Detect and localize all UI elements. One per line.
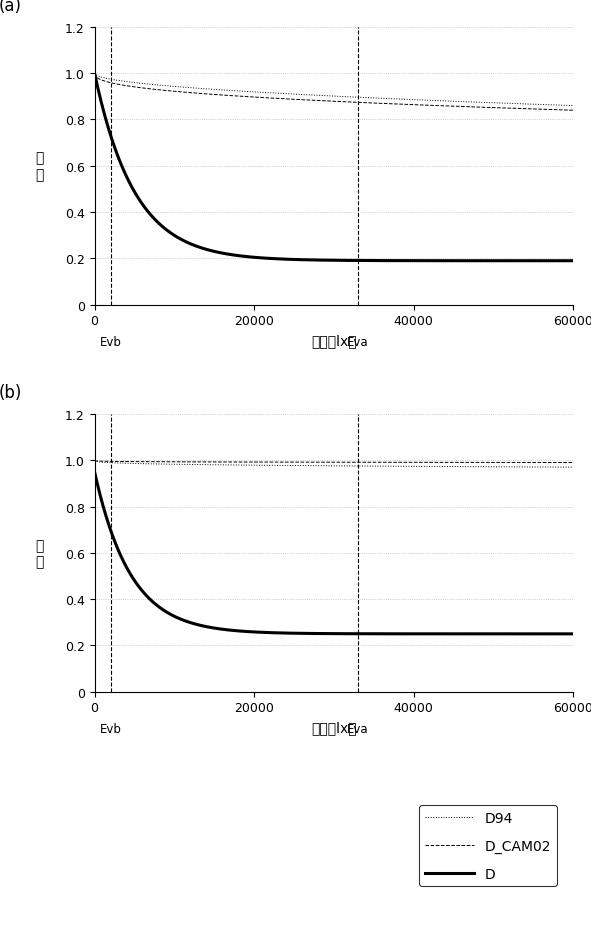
X-axis label: 照度（lx）: 照度（lx） — [311, 334, 357, 348]
Text: Evb: Evb — [99, 335, 122, 348]
Text: (b): (b) — [0, 384, 22, 402]
Y-axis label: 褒
電: 褒 電 — [35, 538, 44, 568]
Text: Eva: Eva — [347, 722, 369, 735]
X-axis label: 照度（lx）: 照度（lx） — [311, 720, 357, 734]
Legend: D94, D_CAM02, D: D94, D_CAM02, D — [420, 806, 557, 886]
Text: Evb: Evb — [99, 722, 122, 735]
Y-axis label: 褒
電: 褒 電 — [35, 151, 44, 182]
Text: (a): (a) — [0, 0, 22, 15]
Text: Eva: Eva — [347, 335, 369, 348]
